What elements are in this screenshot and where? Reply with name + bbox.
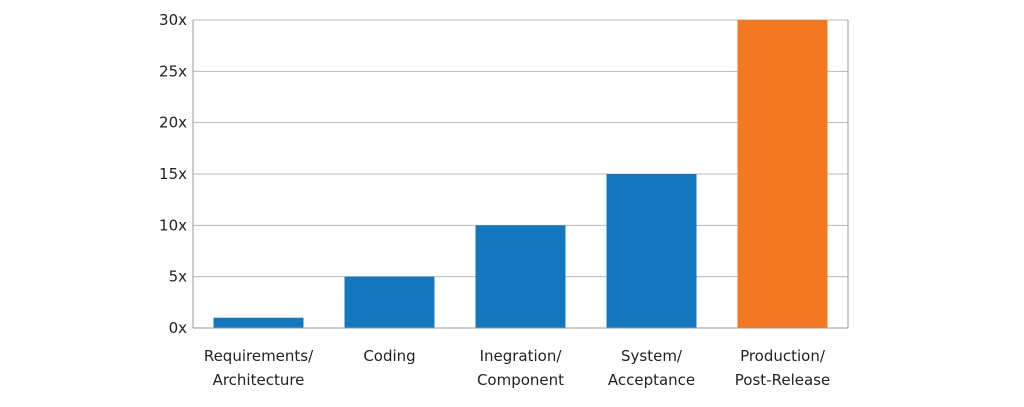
x-tick-label-line: System/ xyxy=(621,347,683,365)
x-tick-label: System/Acceptance xyxy=(608,347,695,389)
x-tick-label-line: Inegration/ xyxy=(480,347,563,365)
y-tick-label: 15x xyxy=(159,165,187,183)
x-tick-label-line: Post-Release xyxy=(735,371,830,389)
bar xyxy=(344,276,435,328)
bar xyxy=(737,20,828,328)
plot-frame xyxy=(192,20,849,329)
y-axis-ticks: 0x 5x 10x 15x 20x 25x 30x xyxy=(159,11,187,337)
bar xyxy=(475,225,566,328)
x-tick-label-line: Architecture xyxy=(213,371,305,389)
bar xyxy=(606,174,697,328)
x-tick-label-line: Production/ xyxy=(740,347,826,365)
x-tick-label: Coding xyxy=(363,347,415,365)
y-tick-label: 0x xyxy=(169,319,188,337)
y-tick-label: 5x xyxy=(169,268,188,286)
y-tick-label: 30x xyxy=(159,11,187,29)
y-tick-label: 20x xyxy=(159,114,187,132)
x-tick-label: Production/Post-Release xyxy=(735,347,830,389)
x-tick-label-line: Component xyxy=(477,371,564,389)
x-tick-label: Requirements/Architecture xyxy=(204,347,314,389)
y-tick-label: 10x xyxy=(159,216,187,234)
x-tick-label-line: Acceptance xyxy=(608,371,695,389)
x-tick-label-line: Requirements/ xyxy=(204,347,314,365)
bar xyxy=(213,317,304,328)
bars xyxy=(213,20,828,328)
x-tick-label: Inegration/Component xyxy=(477,347,564,389)
x-axis-ticks: Requirements/Architecture Coding Inegratio… xyxy=(204,347,830,389)
y-tick-label: 25x xyxy=(159,62,187,80)
x-tick-label-line: Coding xyxy=(363,347,415,365)
